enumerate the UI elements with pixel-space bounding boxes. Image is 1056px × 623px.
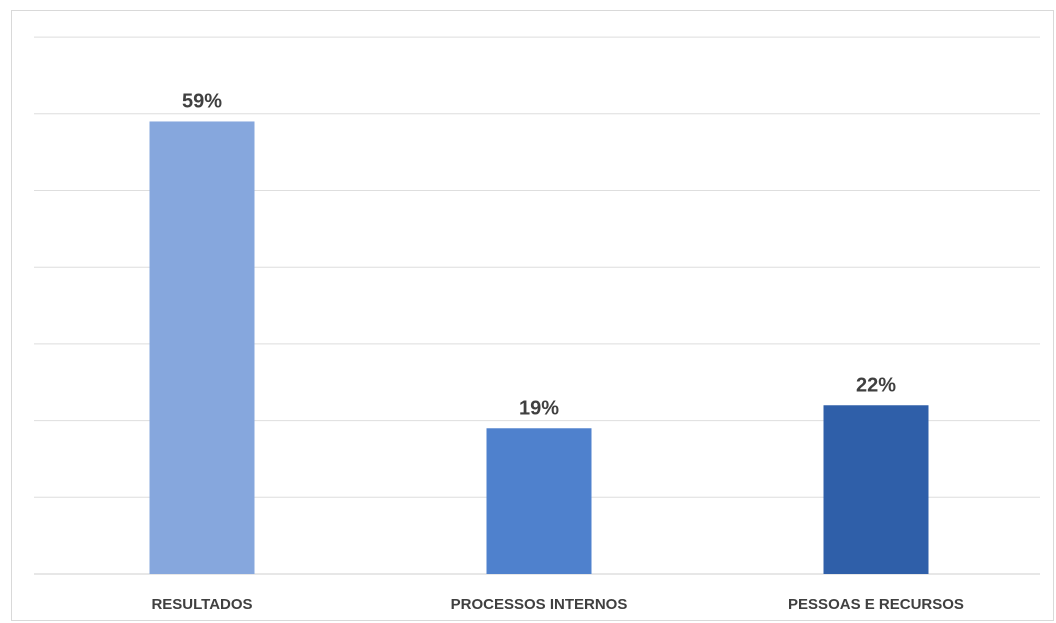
bars <box>149 121 929 574</box>
category-label-1: RESULTADOS <box>151 596 252 613</box>
data-labels: 59% 19% 22% <box>182 90 896 419</box>
bar-1 <box>149 121 255 574</box>
category-label-2: PROCESSOS INTERNOS <box>451 596 628 613</box>
category-labels: RESULTADOS PROCESSOS INTERNOS PESSOAS E RE… <box>151 596 964 613</box>
category-label-3: PESSOAS E RECURSOS <box>788 596 964 613</box>
bar-2 <box>486 428 592 574</box>
data-label-3: 22% <box>856 374 896 396</box>
bar-3 <box>823 405 929 574</box>
data-label-2: 19% <box>519 397 559 419</box>
data-label-1: 59% <box>182 90 222 112</box>
